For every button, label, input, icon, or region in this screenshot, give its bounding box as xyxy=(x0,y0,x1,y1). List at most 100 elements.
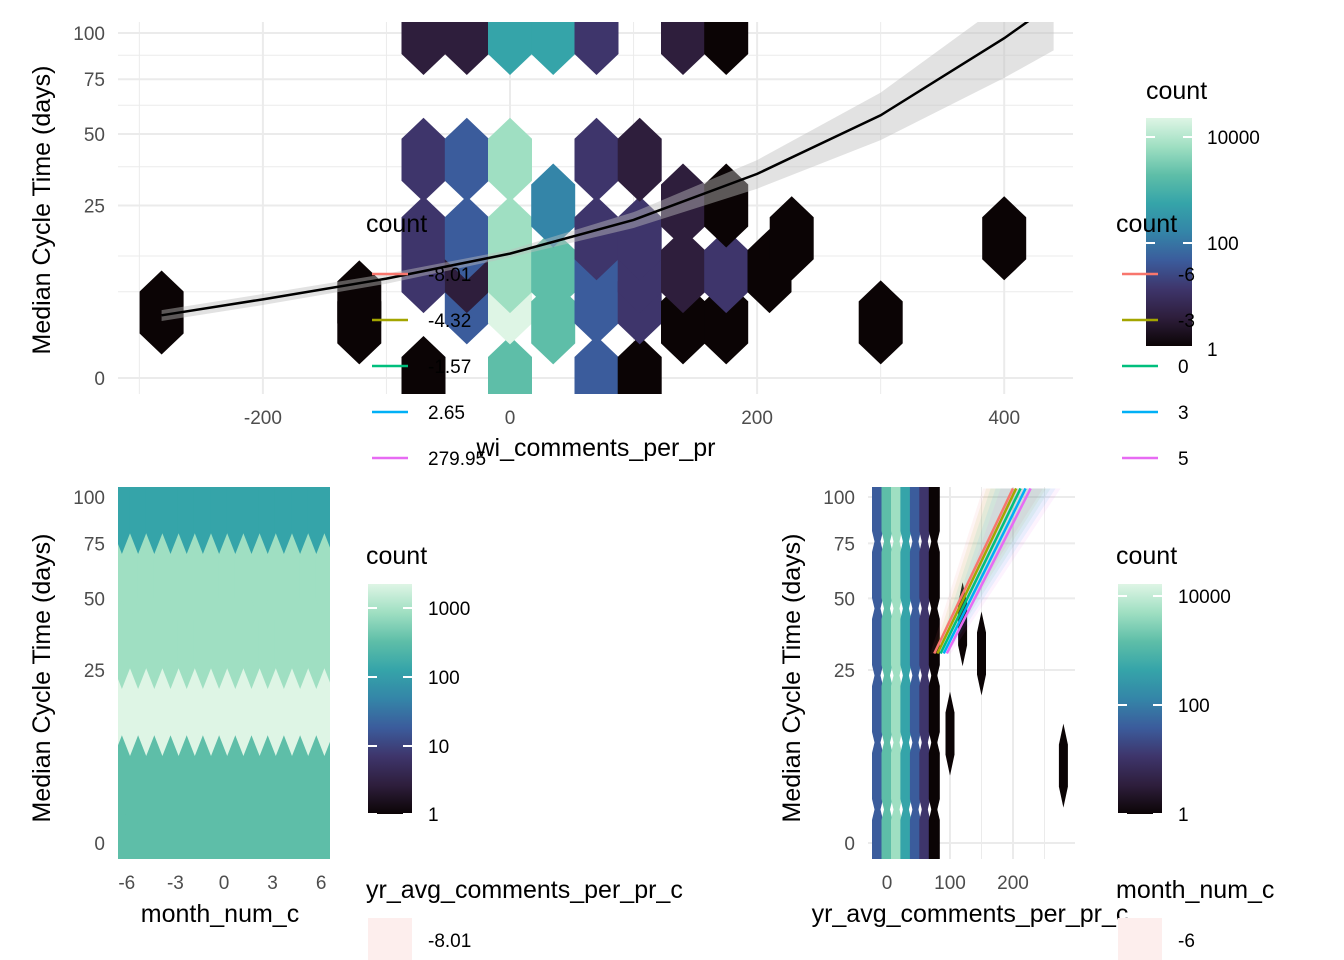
bottom-left-y-tick-label: 50 xyxy=(84,589,105,610)
bottom-left-hexbin-cell xyxy=(234,664,253,756)
top-hexbin-cell xyxy=(982,196,1027,281)
top-hexbin-cell xyxy=(444,117,489,202)
bottom-right-y-tick-label: 100 xyxy=(823,488,855,509)
bottom-left-hexbin-cell xyxy=(250,529,269,621)
bottom-right-hexbin-cell xyxy=(881,797,893,859)
top-hexbin-cell xyxy=(574,196,619,281)
top-y-tick-label: 0 xyxy=(94,369,105,390)
bottom-right-y-tick-label: 0 xyxy=(844,834,855,855)
bottom-right-fill-legend-label: -6 xyxy=(1178,931,1195,952)
top-y-tick-label: 75 xyxy=(84,70,105,91)
legend-b-label: -6 xyxy=(1178,265,1195,286)
bottom-left-fill-legend-title: yr_avg_comments_per_pr_c xyxy=(366,876,683,904)
bottom-left-hexbin-cell xyxy=(266,529,285,621)
bottom-left-hexbin-cell xyxy=(177,487,196,554)
bottom-left-y-tick-label: 75 xyxy=(84,534,105,555)
bottom-right-colorbar-tick-label: 1 xyxy=(1178,805,1189,826)
top-hexes xyxy=(139,22,1027,394)
bottom-right-hexbin-cell xyxy=(900,487,912,554)
top-hexbin-cell xyxy=(444,22,489,75)
bottom-left-hexbin-cell xyxy=(169,529,188,621)
bottom-right-hexbin-cell xyxy=(928,487,940,554)
top-count-colorbar-ticks: 10000 100 1 xyxy=(1146,128,1260,361)
bottom-left-hexbin-cell xyxy=(307,487,326,554)
bottom-left-hexbin-cell xyxy=(234,529,253,621)
bottom-left-hexbin-cell xyxy=(129,597,148,689)
bottom-right-hexbin-cell xyxy=(872,663,883,755)
bottom-right-hexbin-cell xyxy=(909,596,921,688)
legend-a-label: 2.65 xyxy=(428,403,465,424)
legend-b-label: -3 xyxy=(1178,311,1195,332)
bottom-left-hexbin-cell xyxy=(291,487,310,554)
bottom-right-hexbin-cell xyxy=(928,730,940,822)
top-hexbin-cell xyxy=(531,163,576,248)
bottom-right-hexbin-cell xyxy=(891,596,902,688)
top-smooth-line xyxy=(161,22,1030,317)
top-y-tick-label: 50 xyxy=(84,125,105,146)
bottom-left-hexbin-cell xyxy=(242,732,261,824)
bottom-left-y-tick-label: 100 xyxy=(73,488,105,509)
bottom-left-hexbin-cell xyxy=(210,597,229,689)
legend-b-label: 3 xyxy=(1178,403,1189,424)
bottom-left-hexbin-cell xyxy=(118,487,131,554)
bottom-right-count-colorbar xyxy=(1118,584,1162,814)
top-x-tick-label: 0 xyxy=(505,408,516,429)
bottom-right-x-tick-label: 200 xyxy=(997,873,1029,894)
bottom-left-hexbin-cell xyxy=(291,732,310,824)
bottom-left-hexbin-cell xyxy=(315,664,330,756)
top-colorbar-tick-label: 10000 xyxy=(1207,128,1260,149)
bottom-left-x-tick-label: -6 xyxy=(118,873,135,894)
bottom-right-hexbin-cell xyxy=(891,797,902,859)
bottom-right-hexbin-cell xyxy=(881,730,893,822)
bottom-right-hexbin-cell xyxy=(881,529,893,621)
top-hexbin-cell xyxy=(488,22,532,75)
bottom-left-hexbin-cell xyxy=(118,597,131,689)
bottom-right-hexbin-cell xyxy=(881,596,893,688)
top-hexbin-cell xyxy=(574,117,619,202)
legend-a-label: -1.57 xyxy=(428,357,471,378)
bottom-right-x-axis-label: yr_avg_comments_per_pr_c xyxy=(812,900,1129,928)
bottom-left-hexbin-cell xyxy=(193,732,212,824)
bottom-left-hexbin-cell xyxy=(250,664,269,756)
top-y-axis-label: Median Cycle Time (days) xyxy=(28,66,56,355)
bottom-left-hexbin-cell xyxy=(226,597,245,689)
bottom-right-hexbin-cell xyxy=(872,797,883,859)
top-hexbin-cell xyxy=(488,196,532,281)
bottom-right-hexbin-cell xyxy=(945,691,955,776)
bottom-left-hexbin-cell xyxy=(307,732,326,824)
bottom-right-hexbin-cell xyxy=(977,611,986,696)
top-hexbin-cell xyxy=(401,22,446,75)
bottom-left-hexbin-cell xyxy=(193,487,212,554)
bottom-left-hexbin-cell xyxy=(218,529,237,621)
bottom-left-hexbin-cell xyxy=(153,529,172,621)
legend-b-label: 0 xyxy=(1178,357,1189,378)
bottom-left-hexbin-cell xyxy=(118,732,131,824)
top-hexbin-cell xyxy=(574,22,619,75)
top-x-tick-label: -200 xyxy=(244,408,282,429)
top-x-ticks: -200 0 200 400 xyxy=(244,408,1020,429)
bottom-right-hexbin-cell xyxy=(909,797,921,859)
bottom-left-y-tick-label: 0 xyxy=(94,834,105,855)
bottom-left-hexbin-cell xyxy=(323,487,330,548)
bottom-left-hexbin-cell xyxy=(274,597,293,689)
bottom-right-hexbin-cell xyxy=(909,663,921,755)
bottom-right-hexbin-cell xyxy=(900,596,912,688)
bottom-left-colorbar-tick-label: 100 xyxy=(428,668,460,689)
bottom-left-hexbin-cell xyxy=(210,487,229,554)
bottom-left-colorbar-tick-label: 1 xyxy=(428,805,439,826)
top-hexbin-cell xyxy=(531,229,576,314)
bottom-right-hexbin-cell xyxy=(919,487,931,554)
bottom-left-hexbin-cell xyxy=(274,487,293,554)
bottom-right-fit-line xyxy=(945,487,1032,655)
bottom-right-hexbin-cell xyxy=(881,487,893,554)
bottom-right-hexbin-cell xyxy=(928,663,940,755)
top-hexbin-cell xyxy=(858,280,903,365)
bottom-left-x-tick-label: 0 xyxy=(219,873,230,894)
bottom-left-hexbin-cell xyxy=(121,664,139,756)
top-x-tick-label: 400 xyxy=(988,408,1020,429)
bottom-left-hexbin-cell xyxy=(307,597,326,689)
top-hexbin-cell xyxy=(661,22,705,75)
bottom-left-hexbin-cell xyxy=(161,597,180,689)
top-hexbin-cell xyxy=(401,196,446,281)
bottom-right-hexbin-cell xyxy=(900,663,912,755)
